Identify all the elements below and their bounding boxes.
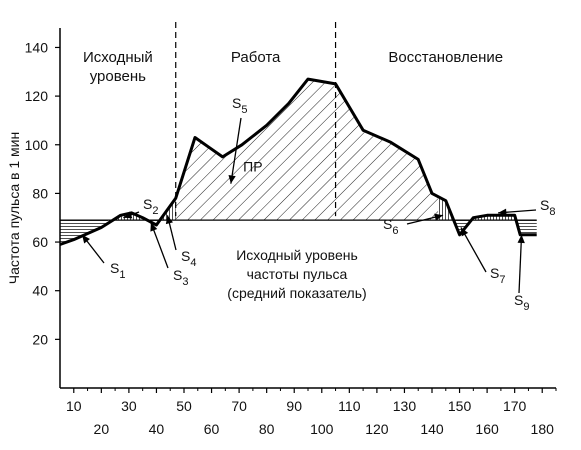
arrow-head <box>228 174 236 184</box>
y-tick-label: 80 <box>32 185 48 201</box>
area-label-s3: S3 <box>173 267 188 288</box>
x-tick-label: 70 <box>231 398 247 414</box>
y-tick-label: 60 <box>32 234 48 250</box>
x-tick-label: 160 <box>475 421 499 437</box>
area-label-s5: S5 <box>232 95 247 116</box>
x-tick-label: 120 <box>365 421 389 437</box>
arrow-head <box>150 222 158 232</box>
x-tick-label: 20 <box>94 421 110 437</box>
annotation-arrow <box>460 227 487 273</box>
x-tick-label: 60 <box>204 421 220 437</box>
area-label-s9: S9 <box>514 292 529 313</box>
y-tick-label: 120 <box>25 88 49 104</box>
baseline-label-line: (средний показатель) <box>227 285 366 301</box>
arrow-head <box>123 211 133 219</box>
annotation-arrow <box>518 234 523 294</box>
x-ticks: 10 30 50 70 90 110 130 150 170 20 40 60 80 100 120 140 1… <box>66 388 557 437</box>
x-tick-label: 100 <box>310 421 334 437</box>
y-tick-label: 100 <box>25 137 49 153</box>
area-label-s4: S4 <box>181 248 196 269</box>
y-axis-label: Частота пульса в 1 мин <box>6 132 22 284</box>
x-tick-label: 170 <box>503 398 527 414</box>
area-label-s7: S7 <box>490 265 505 286</box>
x-tick-label: 90 <box>286 398 302 414</box>
area-s6 <box>438 196 452 221</box>
phase-label: Восстановление <box>388 49 503 66</box>
area-label-s8: S8 <box>540 197 555 218</box>
area-s7 <box>451 214 470 235</box>
arrow-head <box>498 208 507 216</box>
x-tick-label: 140 <box>420 421 444 437</box>
y-tick-label: 140 <box>25 39 49 55</box>
x-tick-label: 150 <box>448 398 472 414</box>
area-label-s6: S6 <box>383 216 398 237</box>
pr-label: ПР <box>243 159 262 175</box>
x-tick-label: 50 <box>176 398 192 414</box>
x-tick-label: 130 <box>393 398 417 414</box>
phase-label: уровень <box>90 68 146 85</box>
y-ticks: 20 40 60 80 100 120 140 <box>25 39 60 347</box>
y-tick-label: 20 <box>32 331 48 347</box>
phase-label: Работа <box>231 49 281 66</box>
phase-label: Исходный <box>83 49 153 66</box>
arrow-head <box>517 234 525 244</box>
area-label-s1: S1 <box>110 260 125 281</box>
phase-labels: Исходный уровень Работа Восстановление <box>83 49 503 85</box>
annotation-arrow <box>230 117 242 184</box>
baseline-label: Исходный уровень частоты пульса (средний п… <box>227 247 366 301</box>
arrow-head <box>460 227 469 237</box>
area-label-s2: S2 <box>143 196 158 217</box>
area-s5 <box>175 79 336 221</box>
x-tick-label: 10 <box>66 398 82 414</box>
y-tick-label: 40 <box>32 283 48 299</box>
arrow-head <box>434 213 444 221</box>
area-s1 <box>60 220 108 245</box>
baseline-label-line: частоты пульса <box>247 266 348 282</box>
pulse-series-line <box>59 77 537 246</box>
x-tick-label: 180 <box>531 421 555 437</box>
phase-boundaries <box>175 22 337 217</box>
annotation-arrows <box>81 117 537 294</box>
arrow-head <box>82 234 90 244</box>
x-tick-label: 80 <box>259 421 275 437</box>
baseline-label-line: Исходный уровень <box>236 247 358 263</box>
arrow-head <box>165 215 173 225</box>
area-fills <box>60 79 537 245</box>
x-tick-label: 30 <box>121 398 137 414</box>
area-s9 <box>516 220 537 235</box>
area-s5-recovery <box>335 83 439 221</box>
area-s2 <box>107 212 142 224</box>
x-tick-label: 110 <box>338 398 361 414</box>
x-tick-label: 40 <box>149 421 165 437</box>
